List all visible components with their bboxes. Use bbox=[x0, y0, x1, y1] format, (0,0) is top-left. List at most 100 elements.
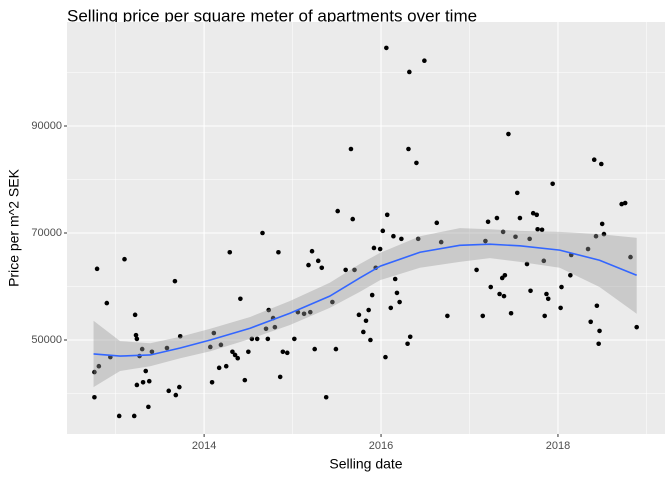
y-tick-label: 70000 bbox=[31, 227, 62, 239]
point bbox=[550, 181, 555, 187]
point bbox=[352, 267, 357, 273]
point bbox=[122, 256, 127, 262]
point bbox=[134, 382, 140, 388]
point bbox=[500, 229, 506, 235]
point bbox=[131, 413, 137, 419]
point bbox=[593, 233, 599, 239]
point bbox=[407, 69, 412, 75]
point bbox=[591, 157, 597, 163]
point bbox=[263, 326, 269, 332]
point bbox=[383, 354, 388, 360]
point bbox=[280, 349, 286, 355]
point bbox=[501, 293, 507, 299]
point bbox=[397, 299, 402, 305]
point bbox=[323, 394, 329, 400]
point bbox=[319, 265, 325, 271]
point bbox=[422, 58, 427, 64]
point bbox=[599, 161, 604, 167]
point bbox=[172, 278, 178, 284]
point bbox=[366, 307, 371, 313]
point bbox=[524, 261, 530, 267]
point bbox=[380, 228, 386, 234]
point bbox=[307, 309, 313, 315]
point bbox=[177, 384, 182, 390]
point bbox=[133, 332, 139, 338]
point bbox=[528, 288, 533, 294]
point bbox=[535, 226, 540, 232]
point bbox=[343, 267, 348, 273]
point bbox=[146, 378, 152, 384]
point bbox=[517, 215, 523, 221]
point bbox=[246, 349, 251, 355]
point bbox=[388, 305, 394, 311]
panel bbox=[67, 22, 665, 434]
point bbox=[92, 394, 97, 400]
point bbox=[384, 45, 389, 51]
point bbox=[350, 216, 356, 222]
point bbox=[514, 190, 520, 196]
point bbox=[132, 312, 138, 318]
confidence-band bbox=[93, 228, 637, 388]
point bbox=[622, 200, 628, 206]
point bbox=[116, 413, 122, 419]
smooth-line bbox=[93, 243, 637, 357]
point bbox=[597, 328, 602, 334]
point bbox=[634, 324, 639, 330]
point bbox=[218, 342, 224, 348]
point bbox=[92, 369, 97, 375]
point bbox=[330, 299, 335, 305]
point bbox=[211, 330, 217, 336]
point bbox=[216, 365, 222, 371]
point bbox=[508, 310, 514, 316]
point bbox=[227, 249, 233, 255]
point bbox=[438, 239, 444, 245]
point bbox=[235, 355, 241, 361]
point bbox=[585, 246, 591, 252]
point bbox=[177, 333, 183, 339]
point bbox=[384, 212, 390, 218]
point bbox=[494, 215, 500, 221]
point bbox=[377, 246, 383, 252]
point bbox=[599, 221, 605, 227]
point bbox=[485, 219, 491, 225]
x-tick-label: 2018 bbox=[546, 440, 570, 452]
point bbox=[276, 249, 281, 255]
point bbox=[502, 272, 508, 278]
point bbox=[483, 238, 488, 244]
point bbox=[434, 220, 440, 226]
point bbox=[143, 368, 149, 374]
point bbox=[238, 296, 243, 302]
point bbox=[568, 272, 573, 278]
x-axis-title: Selling date bbox=[329, 456, 402, 472]
point bbox=[545, 296, 551, 302]
point bbox=[335, 208, 340, 214]
point bbox=[513, 234, 518, 240]
point bbox=[534, 212, 540, 218]
point bbox=[506, 131, 511, 137]
point bbox=[139, 346, 145, 352]
point bbox=[363, 318, 369, 324]
y-tick-label: 90000 bbox=[31, 120, 62, 132]
point bbox=[544, 291, 549, 297]
point bbox=[405, 341, 410, 347]
point bbox=[445, 313, 450, 319]
point bbox=[541, 258, 547, 264]
point bbox=[406, 146, 411, 152]
point bbox=[619, 201, 624, 207]
point bbox=[394, 290, 400, 296]
point bbox=[480, 313, 486, 319]
point bbox=[232, 352, 238, 358]
point bbox=[369, 292, 375, 298]
point bbox=[149, 349, 155, 355]
point bbox=[265, 336, 271, 342]
point bbox=[146, 404, 151, 410]
point bbox=[488, 284, 494, 290]
point bbox=[348, 146, 354, 152]
point bbox=[391, 233, 396, 239]
point bbox=[208, 344, 213, 350]
point bbox=[166, 388, 172, 394]
point bbox=[601, 231, 607, 237]
y-axis-title: Price per m^2 SEK bbox=[6, 168, 22, 286]
point bbox=[588, 319, 593, 325]
